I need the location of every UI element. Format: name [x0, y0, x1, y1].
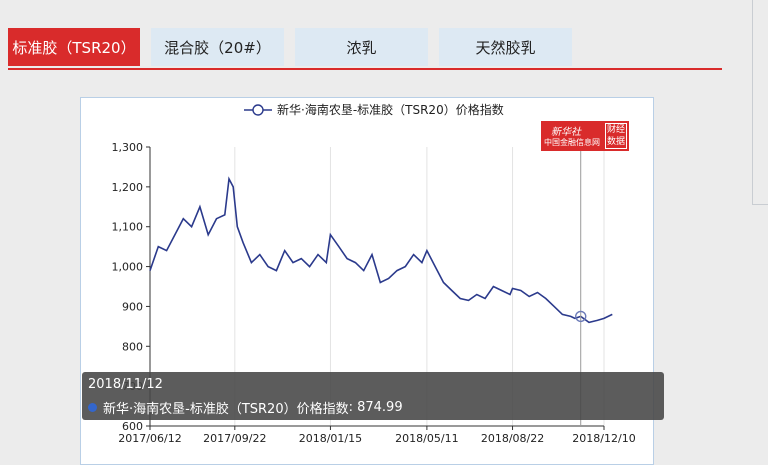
tooltip-colon: :	[348, 400, 358, 415]
x-tick-label: 2017/09/22	[203, 432, 266, 445]
xinhua-finance-logo: 新华社 中国金融信息网 财经 数据	[541, 121, 629, 151]
logo-subtitle: 中国金融信息网	[544, 138, 600, 147]
tab-natural-latex[interactable]: 天然胶乳	[439, 28, 572, 66]
tooltip-row: 新华·海南农垦-标准胶（TSR20）价格指数 : 874.99	[88, 398, 403, 417]
tab-mixed-rubber[interactable]: 混合胶（20#）	[151, 28, 284, 66]
y-tick-label: 800	[122, 340, 143, 353]
x-axis-ticks: 2017/06/12 2017/09/22 2018/01/15 2018/05/11…	[118, 426, 636, 445]
legend-label: 新华·海南农垦-标准胶（TSR20）价格指数	[277, 102, 504, 117]
tab-concentrated-latex[interactable]: 浓乳	[295, 28, 428, 66]
tooltip-series: 新华·海南农垦-标准胶（TSR20）价格指数	[103, 402, 349, 417]
logo-brand: 新华社	[551, 127, 581, 138]
x-tick-label: 2018/08/22	[481, 432, 544, 445]
hover-point	[575, 310, 587, 323]
data-tooltip: 2018/11/12 新华·海南农垦-标准胶（TSR20）价格指数 : 874.…	[82, 372, 664, 420]
x-tick-label: 2018/01/15	[299, 432, 362, 445]
x-tick-label: 2017/06/12	[118, 432, 181, 445]
x-tick-label: 2018/12/10	[572, 432, 635, 445]
legend-marker	[252, 104, 264, 116]
chart-legend[interactable]: 新华·海南农垦-标准胶（TSR20）价格指数	[244, 102, 504, 117]
tab-underline	[8, 68, 722, 70]
side-panel-edge	[752, 0, 768, 205]
y-tick-label: 1,300	[112, 141, 144, 154]
y-tick-label: 1,200	[112, 181, 144, 194]
y-tick-label: 900	[122, 300, 143, 313]
x-tick-label: 2018/05/11	[395, 432, 458, 445]
tab-tsr20[interactable]: 标准胶（TSR20）	[8, 28, 140, 66]
index-tabbar: 标准胶（TSR20） 混合胶（20#） 浓乳 天然胶乳	[0, 28, 722, 72]
y-tick-label: 1,000	[112, 261, 144, 274]
series-line	[149, 176, 613, 324]
logo-badge: 财经 数据	[605, 123, 627, 149]
tooltip-date: 2018/11/12	[88, 377, 163, 392]
series-dot-icon	[88, 403, 97, 412]
y-tick-label: 1,100	[112, 221, 144, 234]
y-tick-label: 600	[122, 420, 143, 433]
tooltip-value: 874.99	[357, 400, 403, 415]
